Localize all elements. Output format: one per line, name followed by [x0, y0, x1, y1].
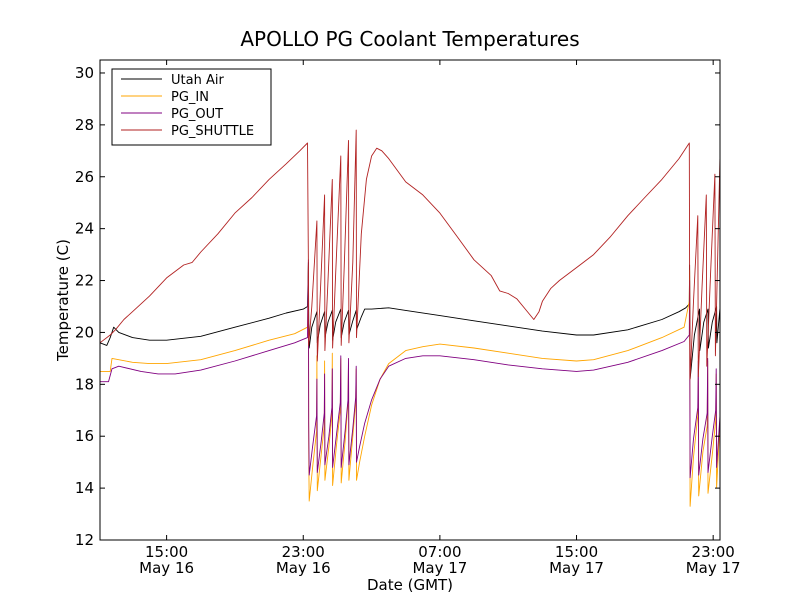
- y-tick-label: 14: [75, 479, 94, 497]
- legend-label-pg-shuttle: PG_SHUTTLE: [171, 124, 254, 139]
- x-axis-label: Date (GMT): [367, 576, 453, 594]
- legend-label-pg-in: PG_IN: [171, 90, 209, 105]
- series-line-pg-in: [100, 264, 721, 507]
- y-tick-label: 28: [75, 116, 94, 134]
- series-line-pg-shuttle: [99, 129, 721, 380]
- y-tick-label: 26: [75, 168, 94, 186]
- x-tick-label-time: 07:00: [418, 543, 461, 561]
- x-tick-label-date: May 16: [139, 559, 194, 577]
- legend-label-utah-air: Utah Air: [171, 73, 224, 88]
- y-tick-label: 30: [75, 64, 94, 82]
- legend-label-pg-out: PG_OUT: [171, 107, 223, 122]
- x-tick-label-date: May 17: [412, 559, 467, 577]
- x-tick-label-time: 15:00: [555, 543, 598, 561]
- legend-box: [111, 68, 272, 146]
- x-tick-label-time: 23:00: [692, 543, 735, 561]
- x-tick-label-date: May 17: [549, 559, 604, 577]
- chart-title: APOLLO PG Coolant Temperatures: [240, 27, 579, 51]
- x-tick-label-date: May 17: [686, 559, 741, 577]
- series-line-utah-air: [99, 261, 721, 380]
- plot-lines: [99, 129, 721, 507]
- y-tick-label: 16: [75, 427, 94, 445]
- plot-frame: [99, 59, 721, 541]
- y-tick-label: 24: [75, 220, 94, 238]
- y-tick-label: 18: [75, 375, 94, 393]
- x-tick-label-date: May 16: [276, 559, 331, 577]
- y-axis-label: Temperature (C): [54, 239, 72, 362]
- legend: Utah Air PG_IN PG_OUT PG_SHUTTLE: [111, 68, 272, 146]
- x-tick-label-time: 23:00: [282, 543, 325, 561]
- y-axis: 12 14 16 18 20 22 24 26 28 30: [75, 64, 720, 549]
- series-line-pg-out: [100, 259, 721, 479]
- x-tick-label-time: 15:00: [145, 543, 188, 561]
- y-tick-label: 12: [75, 531, 94, 549]
- y-tick-label: 20: [75, 323, 94, 341]
- y-tick-label: 22: [75, 272, 94, 290]
